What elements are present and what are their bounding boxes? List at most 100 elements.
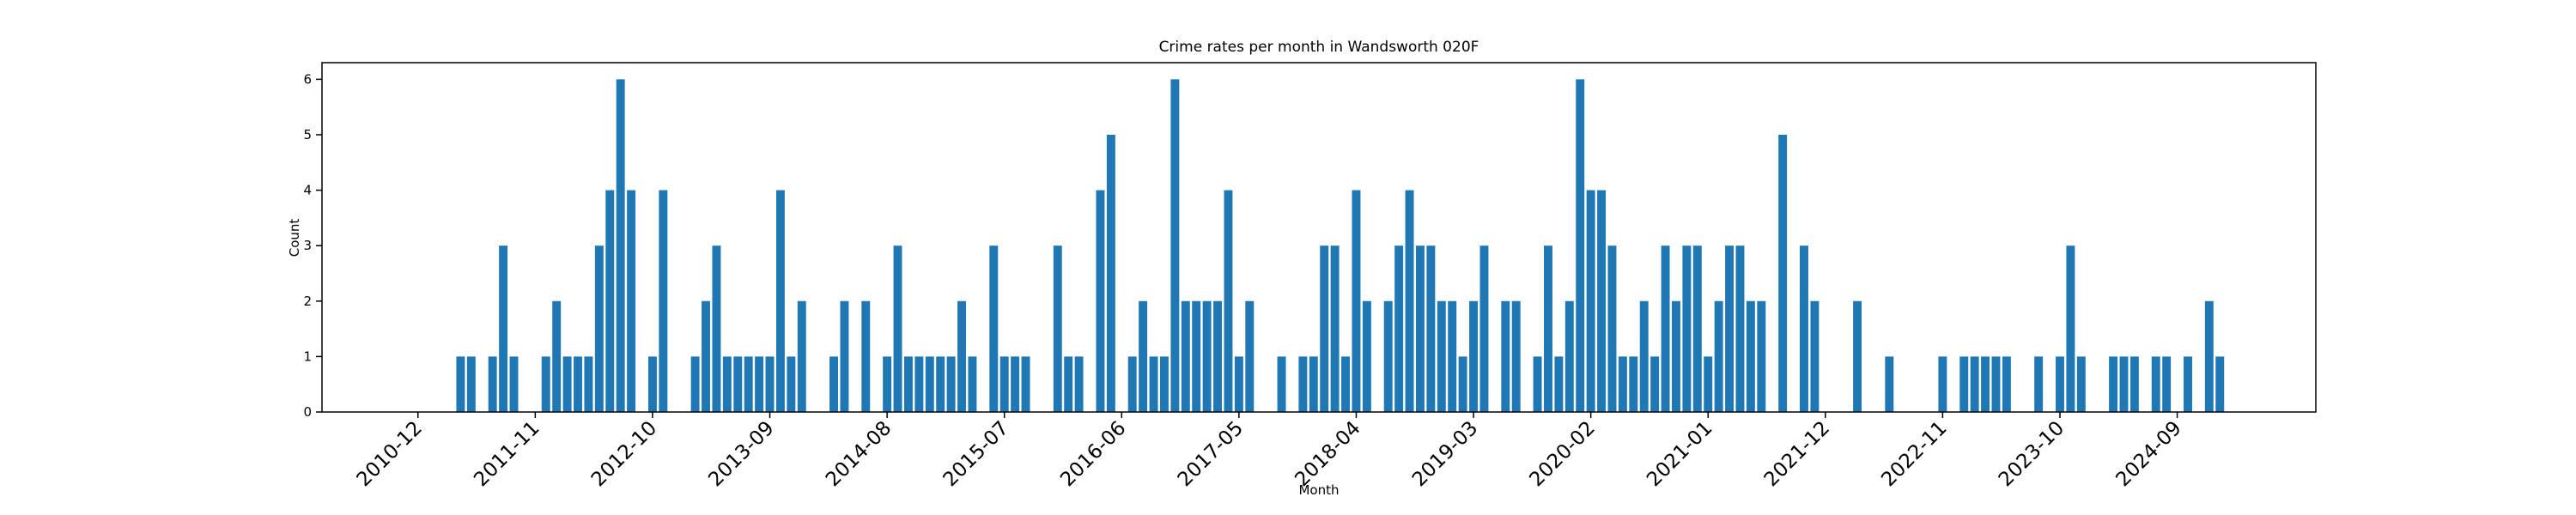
bar bbox=[1405, 190, 1414, 413]
bar bbox=[2204, 300, 2214, 412]
bar bbox=[1234, 356, 1243, 412]
bar bbox=[1597, 190, 1607, 413]
bar bbox=[1564, 300, 1574, 412]
bar bbox=[466, 356, 476, 412]
bar bbox=[925, 356, 934, 412]
x-tick-label: 2019-03 bbox=[1408, 417, 1482, 491]
bar bbox=[659, 190, 668, 413]
bar bbox=[2119, 356, 2129, 412]
x-tick-label: 2024-09 bbox=[2111, 417, 2185, 491]
bar bbox=[1650, 356, 1660, 412]
bar bbox=[1298, 356, 1308, 412]
bar bbox=[2066, 245, 2075, 412]
bar bbox=[562, 356, 572, 412]
bar bbox=[1725, 245, 1735, 412]
bar bbox=[840, 300, 849, 412]
x-tick-label: 2010-12 bbox=[353, 417, 427, 491]
bar bbox=[488, 356, 497, 412]
plot-frame bbox=[321, 62, 2317, 413]
bar bbox=[946, 356, 956, 412]
bar bbox=[2109, 356, 2118, 412]
bar bbox=[957, 300, 966, 412]
x-tick-label: 2015-07 bbox=[939, 417, 1013, 491]
bar bbox=[1629, 356, 1638, 412]
bar bbox=[1362, 300, 1371, 412]
y-tick-label: 6 bbox=[303, 71, 312, 87]
y-tick-label: 1 bbox=[303, 348, 312, 364]
bar bbox=[1127, 356, 1137, 412]
bar bbox=[1479, 245, 1489, 412]
bar bbox=[2184, 356, 2192, 412]
bar bbox=[605, 190, 615, 413]
bar bbox=[702, 300, 710, 412]
bar bbox=[594, 245, 604, 412]
bar bbox=[1991, 356, 2001, 412]
bar bbox=[1448, 300, 1457, 412]
bar bbox=[1757, 300, 1766, 412]
bar bbox=[1853, 300, 1862, 412]
bar bbox=[1576, 79, 1585, 412]
bar bbox=[1202, 300, 1212, 412]
y-tick-label: 4 bbox=[303, 183, 312, 198]
bar bbox=[1213, 300, 1223, 412]
bar bbox=[1341, 356, 1351, 412]
x-tick-label: 2011-11 bbox=[470, 417, 544, 491]
bar bbox=[1149, 356, 1158, 412]
y-tick-label: 3 bbox=[303, 238, 312, 253]
y-tick-label: 0 bbox=[303, 404, 312, 420]
bar bbox=[712, 245, 721, 412]
bar bbox=[2076, 356, 2086, 412]
bar bbox=[903, 356, 913, 412]
x-tick-label: 2017-05 bbox=[1174, 417, 1248, 491]
bar bbox=[1426, 245, 1436, 412]
bar bbox=[1394, 245, 1404, 412]
bar bbox=[733, 356, 743, 412]
bar bbox=[1011, 356, 1020, 412]
bar bbox=[722, 356, 732, 412]
bar bbox=[1277, 356, 1286, 412]
bar bbox=[1800, 245, 1808, 412]
bar bbox=[1778, 134, 1788, 412]
bar bbox=[1501, 300, 1510, 412]
bar bbox=[999, 356, 1009, 412]
bar bbox=[1554, 356, 1564, 412]
bar bbox=[744, 356, 753, 412]
bar bbox=[1096, 190, 1105, 413]
bar bbox=[2151, 356, 2160, 412]
bar bbox=[1021, 356, 1030, 412]
bar bbox=[1181, 300, 1190, 412]
bar bbox=[1735, 245, 1745, 412]
bar bbox=[1330, 245, 1340, 412]
x-tick-label: 2020-02 bbox=[1526, 417, 1600, 491]
bar bbox=[1810, 300, 1820, 412]
bar bbox=[1074, 356, 1084, 412]
bar bbox=[2215, 356, 2225, 412]
bar bbox=[1458, 356, 1467, 412]
bar bbox=[968, 356, 977, 412]
x-tick-label: 2021-12 bbox=[1760, 417, 1834, 491]
bar bbox=[1959, 356, 1969, 412]
bar bbox=[1639, 300, 1649, 412]
x-tick-label: 2014-08 bbox=[822, 417, 896, 491]
bar bbox=[690, 356, 700, 412]
bar bbox=[584, 356, 593, 412]
bar bbox=[627, 190, 636, 413]
bar bbox=[1106, 134, 1115, 412]
bar bbox=[1661, 245, 1670, 412]
bar bbox=[1320, 245, 1329, 412]
y-tick-label: 5 bbox=[303, 127, 312, 142]
bar bbox=[552, 300, 562, 412]
x-tick-label: 2023-10 bbox=[1995, 417, 2069, 491]
bar bbox=[456, 356, 465, 412]
x-axis-label: Month bbox=[1298, 482, 1339, 498]
x-tick-label: 2013-09 bbox=[704, 417, 778, 491]
bar bbox=[2002, 356, 2011, 412]
bar bbox=[1053, 245, 1062, 412]
bar bbox=[1469, 300, 1479, 412]
bar bbox=[2129, 356, 2139, 412]
bar bbox=[893, 245, 902, 412]
bar bbox=[1352, 190, 1361, 413]
bar bbox=[1309, 356, 1318, 412]
bar bbox=[1192, 300, 1201, 412]
